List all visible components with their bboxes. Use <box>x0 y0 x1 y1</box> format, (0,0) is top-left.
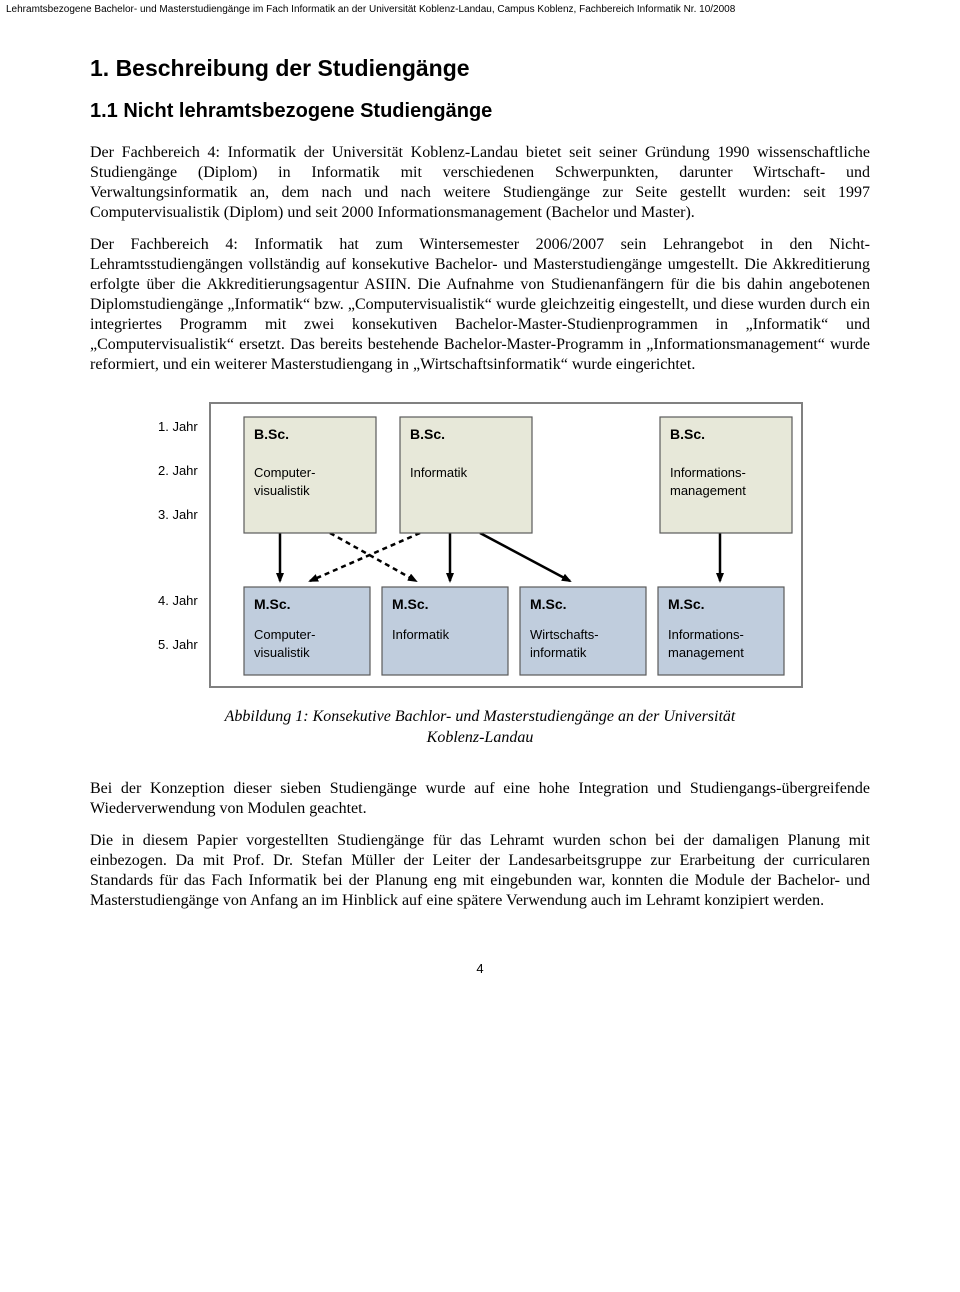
paragraph-3: Bei der Konzeption dieser sieben Studien… <box>90 779 870 819</box>
svg-text:3. Jahr: 3. Jahr <box>158 507 198 522</box>
svg-text:Informatik: Informatik <box>392 627 450 642</box>
svg-text:Informatik: Informatik <box>410 465 468 480</box>
svg-text:B.Sc.: B.Sc. <box>254 426 289 442</box>
page-number: 4 <box>90 961 870 976</box>
paragraph-2: Der Fachbereich 4: Informatik hat zum Wi… <box>90 235 870 375</box>
svg-text:1. Jahr: 1. Jahr <box>158 419 198 434</box>
svg-text:M.Sc.: M.Sc. <box>392 596 429 612</box>
subsection-heading: 1.1 Nicht lehramtsbezogene Studiengänge <box>90 100 870 123</box>
svg-text:visualistik: visualistik <box>254 645 310 660</box>
svg-text:B.Sc.: B.Sc. <box>670 426 705 442</box>
svg-text:Informations-: Informations- <box>670 465 746 480</box>
svg-text:management: management <box>668 645 744 660</box>
svg-text:5. Jahr: 5. Jahr <box>158 637 198 652</box>
paragraph-1: Der Fachbereich 4: Informatik der Univer… <box>90 143 870 223</box>
paragraph-4: Die in diesem Papier vorgestellten Studi… <box>90 831 870 911</box>
svg-text:Computer-: Computer- <box>254 627 315 642</box>
figure-1-diagram: 1. Jahr 2. Jahr 3. Jahr 4. Jahr 5. Jahr B.Sc.… <box>90 395 870 695</box>
section-heading: 1. Beschreibung der Studiengänge <box>90 55 870 82</box>
svg-text:M.Sc.: M.Sc. <box>530 596 567 612</box>
document-header-strip: Lehramtsbezogene Bachelor- und Masterstu… <box>0 0 960 25</box>
svg-text:M.Sc.: M.Sc. <box>668 596 705 612</box>
figure-1-caption: Abbildung 1: Konsekutive Bachlor- und Ma… <box>200 707 760 749</box>
svg-text:M.Sc.: M.Sc. <box>254 596 291 612</box>
svg-text:2. Jahr: 2. Jahr <box>158 463 198 478</box>
page-content: 1. Beschreibung der Studiengänge 1.1 Nic… <box>0 25 960 1016</box>
svg-text:visualistik: visualistik <box>254 483 310 498</box>
svg-text:4. Jahr: 4. Jahr <box>158 593 198 608</box>
study-programs-diagram-svg: 1. Jahr 2. Jahr 3. Jahr 4. Jahr 5. Jahr B.Sc.… <box>150 395 810 695</box>
svg-text:management: management <box>670 483 746 498</box>
svg-text:informatik: informatik <box>530 645 587 660</box>
svg-text:Wirtschafts-: Wirtschafts- <box>530 627 599 642</box>
svg-text:Informations-: Informations- <box>668 627 744 642</box>
svg-text:Computer-: Computer- <box>254 465 315 480</box>
svg-text:B.Sc.: B.Sc. <box>410 426 445 442</box>
